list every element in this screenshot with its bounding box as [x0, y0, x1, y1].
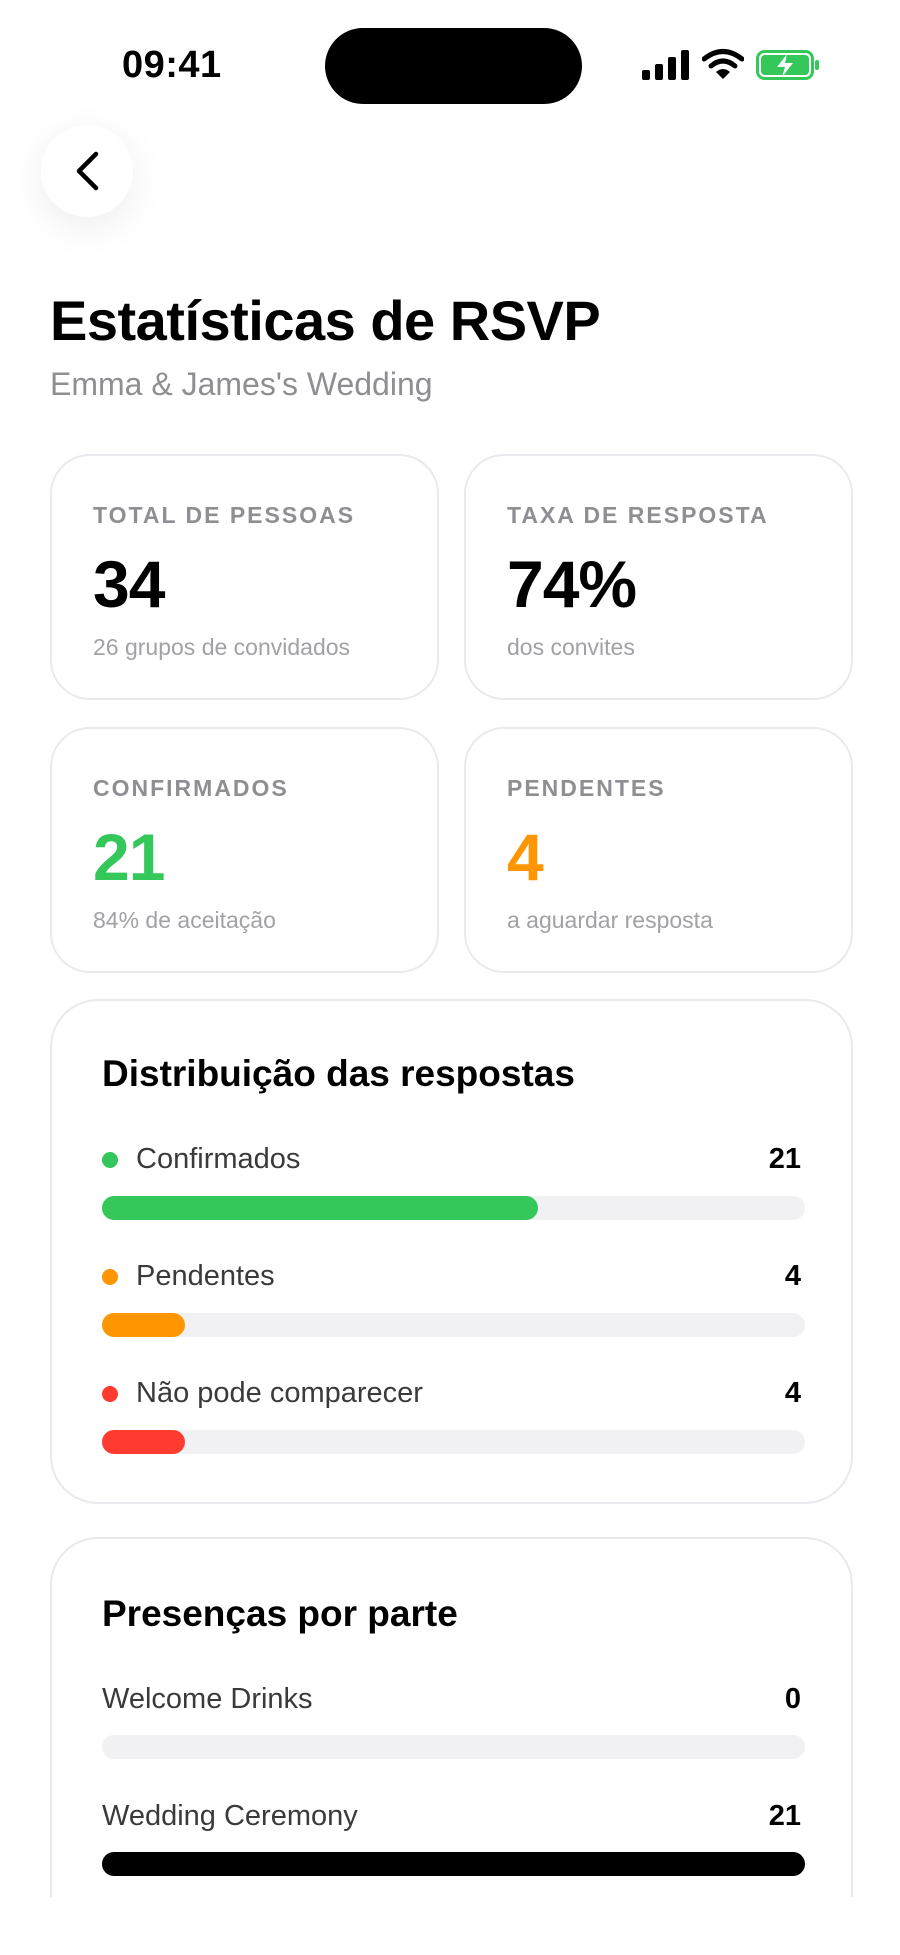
attendance-count-welcome-drinks: 0 [784, 1683, 801, 1715]
stat-note: 84% de aceitação [93, 907, 276, 933]
progress-track-declined [102, 1430, 805, 1454]
stat-card-pending: PENDENTES 4 a aguardar resposta [464, 727, 853, 973]
stat-note: 26 grupos de convidados [93, 634, 351, 660]
progress-fill-confirmed [102, 1196, 538, 1220]
stat-value: 34 [93, 547, 165, 621]
cellular-signal-icon [642, 50, 689, 80]
row-label-text: Confirmados [136, 1143, 301, 1175]
attendance-label-welcome-drinks: Welcome Drinks [102, 1683, 313, 1715]
progress-track-confirmed [102, 1196, 805, 1220]
stat-label: TAXA DE RESPOSTA [507, 502, 769, 528]
distribution-panel: Distribuição das respostas Confirmados 2… [50, 999, 853, 1504]
distribution-count-pending: 4 [784, 1260, 801, 1292]
stat-note: a aguardar resposta [507, 907, 713, 933]
status-dot-icon [102, 1151, 118, 1168]
stat-label: PENDENTES [507, 775, 666, 801]
page-subtitle: Emma & James's Wedding [50, 366, 433, 402]
stat-note: dos convites [507, 634, 635, 660]
distribution-label-pending: Pendentes [102, 1260, 275, 1293]
status-dot-icon [102, 1385, 118, 1402]
battery-charging-icon [756, 50, 819, 80]
dynamic-island [325, 28, 582, 104]
attendance-label-wedding-ceremony: Wedding Ceremony [102, 1800, 358, 1832]
progress-fill-wedding-ceremony [102, 1852, 805, 1876]
stat-label: TOTAL DE PESSOAS [93, 502, 356, 528]
distribution-label-confirmed: Confirmados [102, 1143, 300, 1176]
stat-value: 21 [93, 820, 165, 894]
stat-card-response-rate: TAXA DE RESPOSTA 74% dos convites [464, 454, 853, 700]
stat-card-confirmed: CONFIRMADOS 21 84% de aceitação [50, 727, 439, 973]
progress-track-pending [102, 1313, 805, 1337]
distribution-count-confirmed: 21 [768, 1143, 801, 1175]
progress-fill-declined [102, 1430, 185, 1454]
page-title: Estatísticas de RSVP [50, 289, 601, 352]
back-button[interactable] [41, 125, 133, 217]
stat-value: 4 [507, 820, 544, 894]
distribution-count-declined: 4 [784, 1377, 801, 1409]
distribution-title: Distribuição das respostas [102, 1053, 575, 1094]
attendance-title: Presenças por parte [102, 1593, 458, 1634]
attendance-count-wedding-ceremony: 21 [768, 1800, 801, 1832]
status-dot-icon [102, 1268, 118, 1285]
row-label-text: Não pode comparecer [136, 1377, 423, 1409]
progress-track-welcome-drinks [102, 1735, 805, 1759]
stat-value: 74% [507, 547, 637, 621]
stat-label: CONFIRMADOS [93, 775, 289, 801]
stat-card-total: TOTAL DE PESSOAS 34 26 grupos de convida… [50, 454, 439, 700]
status-bar: 09:41 [0, 0, 900, 130]
progress-track-wedding-ceremony [102, 1852, 805, 1876]
wifi-icon [702, 49, 744, 79]
chevron-left-icon [76, 151, 99, 191]
row-label-text: Pendentes [136, 1260, 275, 1292]
status-time: 09:41 [122, 44, 222, 86]
distribution-label-declined: Não pode comparecer [102, 1377, 423, 1410]
attendance-panel: Presenças por parte Welcome Drinks 0 Wed… [50, 1537, 853, 1897]
progress-fill-pending [102, 1313, 185, 1337]
